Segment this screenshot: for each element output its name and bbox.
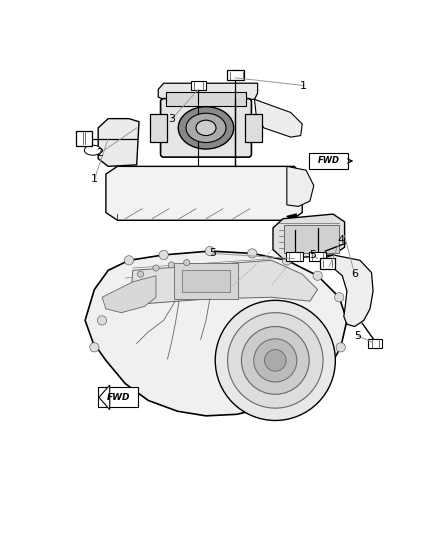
Circle shape — [138, 271, 144, 277]
Polygon shape — [131, 260, 318, 303]
Circle shape — [265, 350, 286, 371]
Ellipse shape — [196, 120, 216, 135]
Ellipse shape — [178, 107, 234, 149]
Ellipse shape — [186, 113, 226, 142]
Polygon shape — [158, 83, 258, 99]
FancyArrowPatch shape — [348, 159, 352, 163]
FancyBboxPatch shape — [368, 339, 382, 348]
Polygon shape — [318, 255, 373, 327]
Circle shape — [335, 293, 344, 302]
Text: 1: 1 — [300, 80, 307, 91]
Polygon shape — [98, 119, 139, 166]
Text: 5: 5 — [209, 248, 216, 259]
Text: 6: 6 — [351, 269, 358, 279]
FancyBboxPatch shape — [182, 270, 230, 292]
Circle shape — [247, 249, 257, 258]
Circle shape — [124, 256, 134, 265]
Circle shape — [159, 251, 168, 260]
Text: FWD: FWD — [106, 393, 130, 402]
Text: 3: 3 — [169, 114, 176, 124]
Text: 2: 2 — [96, 148, 103, 158]
Circle shape — [228, 313, 323, 408]
Polygon shape — [99, 385, 110, 410]
Text: 4: 4 — [337, 235, 344, 245]
FancyBboxPatch shape — [191, 81, 206, 90]
FancyBboxPatch shape — [98, 387, 138, 407]
FancyBboxPatch shape — [161, 99, 251, 157]
Circle shape — [205, 246, 215, 256]
FancyBboxPatch shape — [284, 225, 339, 253]
FancyBboxPatch shape — [173, 263, 238, 299]
Polygon shape — [287, 166, 314, 206]
Circle shape — [241, 327, 309, 394]
FancyBboxPatch shape — [227, 70, 244, 80]
FancyBboxPatch shape — [309, 152, 348, 169]
FancyBboxPatch shape — [320, 258, 336, 269]
Polygon shape — [85, 251, 347, 416]
FancyBboxPatch shape — [286, 252, 303, 261]
Text: 1: 1 — [91, 174, 98, 184]
Polygon shape — [287, 214, 298, 222]
Circle shape — [254, 339, 297, 382]
Circle shape — [215, 301, 336, 421]
Polygon shape — [273, 214, 345, 259]
FancyBboxPatch shape — [309, 252, 326, 261]
Circle shape — [90, 343, 99, 352]
Circle shape — [336, 343, 346, 352]
Circle shape — [168, 262, 174, 268]
FancyBboxPatch shape — [245, 114, 262, 142]
Circle shape — [97, 316, 107, 325]
Text: FWD: FWD — [318, 157, 339, 165]
Circle shape — [313, 271, 322, 280]
Text: 5: 5 — [354, 331, 361, 341]
FancyBboxPatch shape — [150, 114, 167, 142]
Polygon shape — [102, 276, 156, 313]
Circle shape — [282, 256, 291, 265]
Circle shape — [184, 260, 190, 265]
Text: 5: 5 — [309, 250, 316, 260]
FancyBboxPatch shape — [76, 131, 92, 146]
Circle shape — [153, 265, 159, 271]
FancyBboxPatch shape — [166, 92, 246, 106]
Polygon shape — [106, 166, 302, 220]
Ellipse shape — [85, 145, 101, 155]
Polygon shape — [254, 99, 302, 137]
